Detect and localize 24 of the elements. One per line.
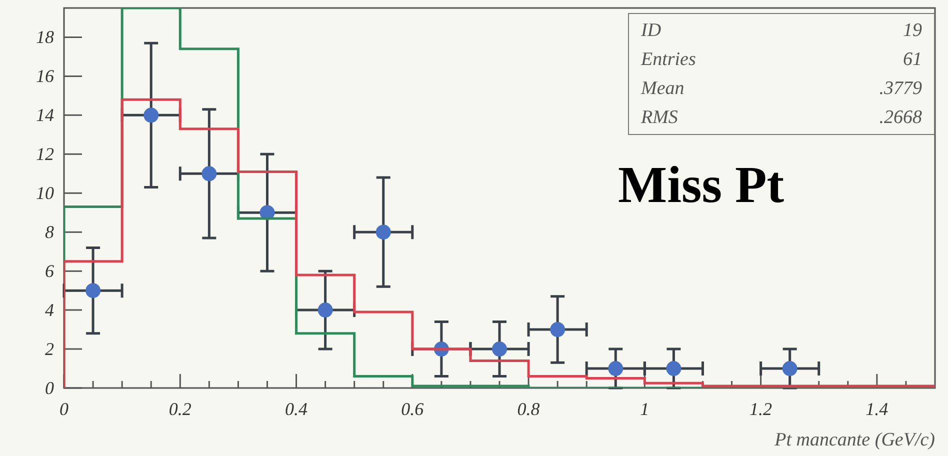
- y-tick-label: 12: [36, 144, 54, 164]
- x-tick-label: 0: [60, 399, 68, 419]
- x-tick-label: 0.6: [401, 399, 424, 419]
- text: ID 19: [641, 20, 922, 41]
- x-tick-label: 0.4: [285, 399, 308, 419]
- y-tick-label: 10: [36, 183, 54, 204]
- text: RMS .2668: [641, 107, 922, 128]
- y-tick-label: 18: [36, 27, 54, 48]
- x-tick-label: 0.2: [168, 399, 192, 419]
- x-tick-label: 0.8: [517, 399, 540, 419]
- x-tick-label: 1.2: [750, 399, 772, 419]
- y-tick-label: 2: [45, 339, 54, 360]
- y-tick-label: 16: [36, 66, 54, 86]
- x-tick-label: 1.4: [866, 399, 888, 419]
- y-tick-label: 6: [45, 261, 54, 282]
- y-tick-label: 14: [36, 105, 54, 126]
- y-tick-label: 4: [45, 300, 54, 320]
- text: Mean .3779: [641, 78, 922, 99]
- x-axis-title: Pt mancante (GeV/c): [774, 430, 935, 451]
- text: Miss Pt: [618, 156, 784, 215]
- x-tick-label: 1: [640, 399, 650, 419]
- y-tick-label: 0: [45, 378, 54, 398]
- text: Entries 61: [641, 49, 922, 70]
- y-tick-label: 8: [45, 222, 54, 242]
